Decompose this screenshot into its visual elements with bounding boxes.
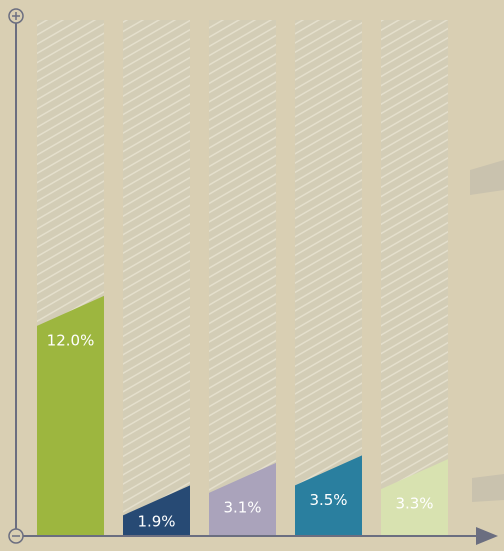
value-label: 12.0% [47, 331, 95, 349]
bar [295, 455, 362, 536]
value-label: 3.3% [395, 495, 433, 513]
bar-track [209, 20, 276, 536]
bars: 12.0% 1.9% 3.1% 3.5% 3.3% [37, 20, 448, 536]
plus-icon [8, 8, 24, 24]
x-axis-arrow [476, 527, 498, 545]
value-label: 1.9% [137, 513, 175, 531]
bar [381, 459, 448, 536]
bar [209, 462, 276, 536]
bar [123, 485, 190, 536]
bar-track [381, 20, 448, 536]
bar-track [123, 20, 190, 536]
value-label: 3.5% [309, 491, 347, 509]
decor [470, 160, 504, 195]
bar [37, 295, 104, 536]
bar-track [295, 20, 362, 536]
value-label: 3.1% [223, 498, 261, 516]
minus-icon [8, 528, 24, 544]
decor [472, 474, 504, 502]
